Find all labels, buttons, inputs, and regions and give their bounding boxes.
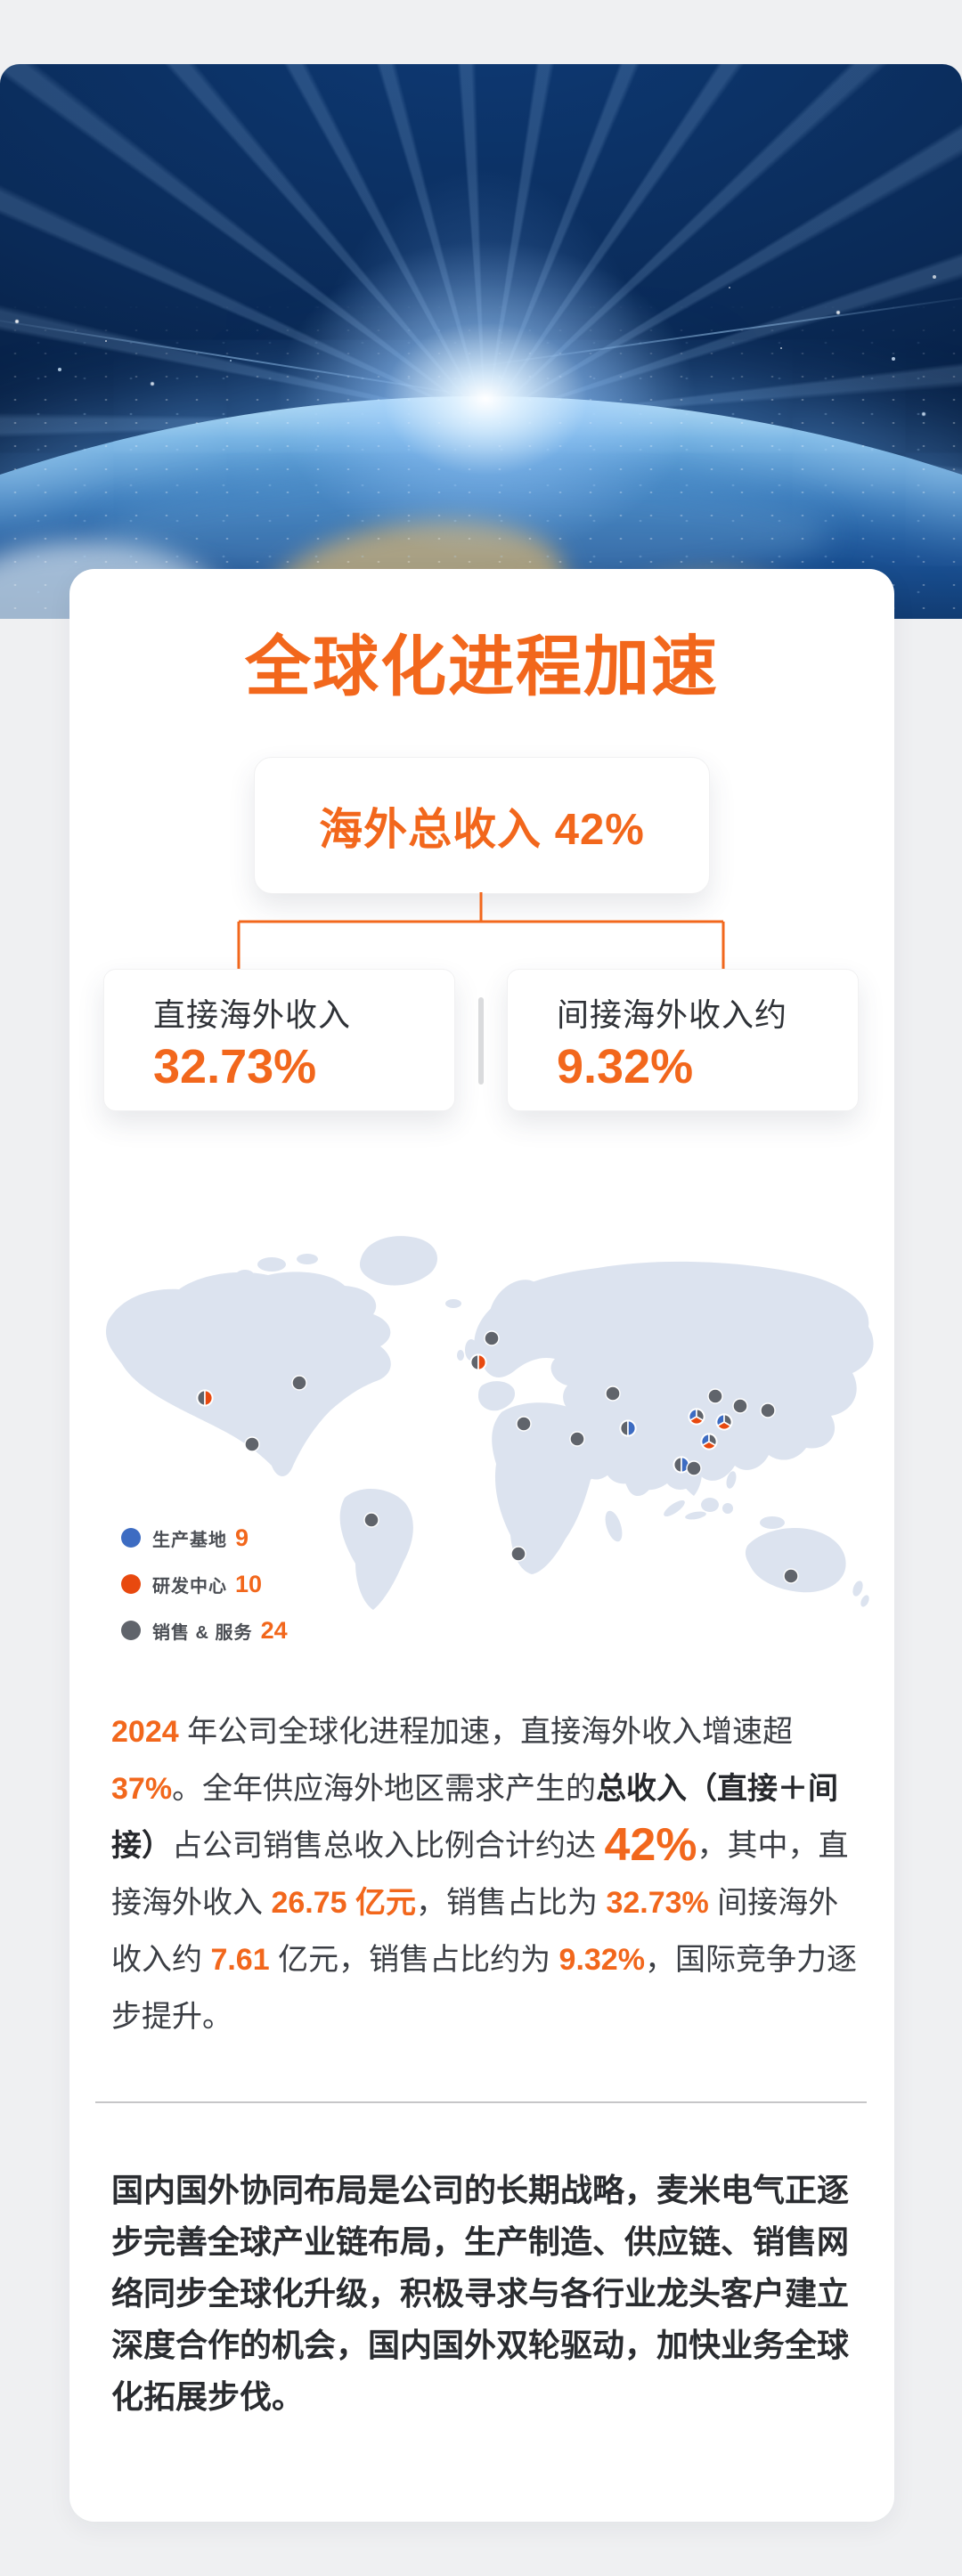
map-marker: [510, 1546, 526, 1562]
rnd-center-dot-icon: [121, 1574, 141, 1594]
map-marker: [707, 1388, 723, 1404]
hero-earth-image: [0, 64, 962, 619]
map-marker: [619, 1419, 637, 1437]
direct-overseas-revenue-value: 32.73%: [153, 1040, 317, 1093]
page-title: 全球化进程加速: [245, 630, 719, 703]
sun-flare-art: [260, 230, 711, 568]
map-marker: [760, 1402, 776, 1418]
map-marker: [605, 1386, 621, 1402]
indirect-overseas-revenue-box: 间接海外收入约 9.32%: [507, 969, 859, 1111]
legend-item-production: 生产基地 9: [121, 1515, 288, 1561]
legend-item-rnd: 研发中心 10: [121, 1561, 288, 1607]
map-legend: 生产基地 9 研发中心 10 销售 & 服务 24: [121, 1515, 288, 1654]
map-marker: [673, 1456, 690, 1474]
indirect-overseas-revenue-value: 9.32%: [557, 1040, 694, 1093]
legend-label: 销售 & 服务: [152, 1622, 253, 1643]
location-markers: [196, 1330, 799, 1584]
map-marker: [196, 1389, 214, 1407]
map-marker: [700, 1433, 718, 1451]
map-marker: [569, 1431, 585, 1447]
summary-paragraph: 2024 年公司全球化进程加速，直接海外收入增速超37%。全年供应海外地区需求产…: [111, 1715, 857, 2034]
content-card: 全球化进程加速 海外总收入 42% 直接海外收入 32.73% 间接海外收入约 …: [69, 569, 894, 2522]
map-marker: [484, 1330, 500, 1346]
vertical-divider: [478, 997, 484, 1085]
total-overseas-revenue-label: 海外总收入 42%: [319, 805, 645, 854]
map-marker: [469, 1353, 487, 1371]
direct-overseas-revenue-label: 直接海外收入: [153, 996, 352, 1033]
strategy-paragraph: 国内国外协同布局是公司的长期战略，麦米电气正逐步完善全球产业链布局，生产制造、供…: [111, 2172, 850, 2415]
map-marker: [291, 1375, 307, 1391]
map-marker: [516, 1416, 532, 1432]
stars-art: [0, 64, 2, 66]
legend-count: 10: [235, 1570, 263, 1597]
section-divider: [95, 2101, 867, 2103]
sales-service-dot-icon: [121, 1621, 141, 1640]
direct-overseas-revenue-box: 直接海外收入 32.73%: [103, 969, 455, 1111]
legend-count: 9: [235, 1524, 249, 1551]
legend-item-sales: 销售 & 服务 24: [121, 1607, 288, 1654]
map-marker: [686, 1460, 702, 1476]
legend-count: 24: [260, 1616, 288, 1644]
map-marker: [688, 1408, 705, 1426]
tree-connector-lines: [237, 892, 725, 969]
map-marker: [783, 1568, 799, 1584]
map-marker: [732, 1398, 748, 1414]
continents: [105, 1236, 874, 1610]
legend-label: 生产基地: [152, 1530, 227, 1550]
total-overseas-revenue-box: 海外总收入 42%: [254, 757, 710, 894]
map-marker: [363, 1512, 379, 1528]
legend-label: 研发中心: [152, 1576, 227, 1597]
production-base-dot-icon: [121, 1528, 141, 1548]
map-marker: [715, 1413, 733, 1431]
world-map: [94, 1229, 895, 1612]
map-marker: [244, 1436, 260, 1452]
indirect-overseas-revenue-label: 间接海外收入约: [557, 996, 788, 1033]
world-map-svg: [105, 1236, 874, 1610]
